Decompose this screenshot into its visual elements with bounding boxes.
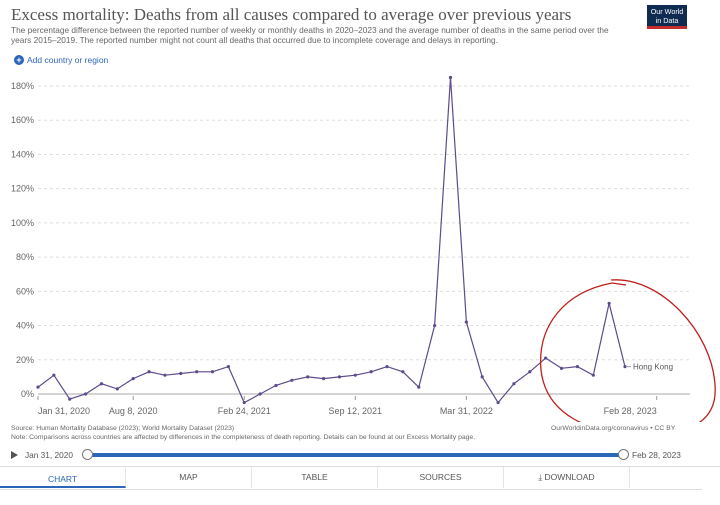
y-tick-label: 40% bbox=[16, 321, 34, 331]
data-point bbox=[195, 370, 199, 374]
data-point bbox=[607, 301, 611, 305]
data-point bbox=[147, 370, 151, 374]
data-point bbox=[385, 365, 389, 369]
timeline: Jan 31, 2020 Feb 28, 2023 bbox=[0, 447, 720, 463]
play-icon[interactable] bbox=[11, 451, 18, 459]
y-tick-label: 0% bbox=[21, 389, 34, 399]
x-tick-label: Feb 24, 2021 bbox=[218, 406, 271, 416]
timeline-end-label: Feb 28, 2023 bbox=[632, 450, 681, 460]
chart-title: Excess mortality: Deaths from all causes… bbox=[11, 5, 572, 24]
chart-subtitle: The percentage difference between the re… bbox=[11, 25, 609, 45]
data-point bbox=[480, 375, 484, 379]
data-point bbox=[83, 392, 88, 396]
timeline-start-handle[interactable] bbox=[82, 449, 93, 460]
data-point bbox=[559, 366, 564, 370]
data-point bbox=[274, 383, 278, 388]
x-tick-label: Sep 12, 2021 bbox=[329, 406, 383, 416]
y-tick-label: 160% bbox=[11, 115, 34, 125]
chart-source: Source: Human Mortality Database (2023);… bbox=[11, 425, 691, 442]
data-point bbox=[258, 392, 262, 396]
data-point bbox=[401, 370, 405, 374]
data-point bbox=[433, 323, 437, 328]
data-point bbox=[575, 365, 580, 369]
add-country-label: Add country or region bbox=[27, 55, 109, 65]
data-point bbox=[242, 400, 246, 405]
data-point bbox=[68, 397, 72, 401]
tab-map[interactable]: MAP bbox=[126, 467, 252, 488]
note-text: Note: Comparisons across countries are a… bbox=[11, 433, 476, 441]
data-point bbox=[131, 377, 135, 381]
y-tick-label: 60% bbox=[16, 286, 34, 296]
data-point bbox=[417, 385, 421, 389]
y-tick-label: 180% bbox=[11, 81, 34, 91]
data-point bbox=[179, 371, 183, 376]
data-point bbox=[306, 375, 310, 379]
data-point bbox=[115, 387, 119, 391]
data-point bbox=[369, 370, 373, 374]
source-text: Source: Human Mortality Database (2023);… bbox=[11, 425, 235, 432]
data-point bbox=[448, 75, 453, 80]
tab-sources[interactable]: SOURCES bbox=[378, 467, 504, 488]
x-tick-label: Aug 8, 2020 bbox=[109, 406, 158, 416]
series-line-hong-kong bbox=[37, 77, 626, 404]
data-point bbox=[464, 320, 468, 324]
download-icon: ⤓ bbox=[538, 472, 545, 482]
tab-chart[interactable]: CHART bbox=[0, 467, 126, 488]
x-tick-label: Mar 31, 2022 bbox=[440, 406, 493, 416]
data-point bbox=[210, 370, 215, 374]
timeline-end-handle[interactable] bbox=[618, 449, 629, 460]
data-point bbox=[99, 382, 104, 386]
x-tick-label: Feb 28, 2023 bbox=[604, 406, 657, 416]
line-chart: 0% 20% 40% 60% 80% 100% 120% 140% 160% 180% Jan 31… bbox=[11, 75, 716, 422]
data-point bbox=[163, 373, 167, 377]
data-point bbox=[36, 385, 40, 389]
tab-download[interactable]: ⤓ DOWNLOAD bbox=[504, 467, 630, 488]
add-country-button[interactable]: + Add country or region bbox=[14, 55, 108, 65]
divider bbox=[0, 489, 702, 490]
series-label: Hong Kong bbox=[633, 363, 673, 372]
data-point bbox=[512, 382, 516, 386]
data-point bbox=[321, 377, 326, 381]
data-point bbox=[226, 365, 230, 369]
owid-logo[interactable]: Our World in Data bbox=[647, 5, 687, 29]
annotation-circle bbox=[540, 279, 716, 422]
data-point bbox=[52, 373, 56, 377]
credit-link[interactable]: OurWorldinData.org/coronavirus • CC BY bbox=[551, 425, 676, 432]
x-tick-label: Jan 31, 2020 bbox=[38, 406, 90, 416]
data-point bbox=[337, 375, 342, 379]
timeline-track[interactable] bbox=[87, 453, 623, 457]
tab-bar: CHART MAP TABLE SOURCES ⤓ DOWNLOAD bbox=[0, 466, 720, 488]
timeline-start-label: Jan 31, 2020 bbox=[25, 450, 73, 460]
data-point bbox=[623, 365, 627, 369]
y-tick-label: 100% bbox=[11, 218, 34, 228]
data-point bbox=[591, 373, 595, 377]
data-point bbox=[544, 356, 548, 360]
tab-table[interactable]: TABLE bbox=[252, 467, 378, 488]
y-tick-label: 140% bbox=[11, 149, 34, 159]
plus-icon: + bbox=[14, 55, 24, 65]
data-point bbox=[496, 400, 500, 405]
logo-line-1: Our World bbox=[650, 7, 684, 16]
data-point bbox=[290, 378, 294, 382]
tab-download-label: DOWNLOAD bbox=[544, 472, 595, 482]
y-tick-label: 20% bbox=[16, 355, 34, 365]
y-tick-label: 120% bbox=[11, 184, 34, 194]
y-tick-label: 80% bbox=[16, 252, 34, 262]
data-point bbox=[528, 370, 532, 374]
data-point bbox=[353, 373, 357, 377]
logo-line-2: in Data bbox=[655, 15, 679, 25]
